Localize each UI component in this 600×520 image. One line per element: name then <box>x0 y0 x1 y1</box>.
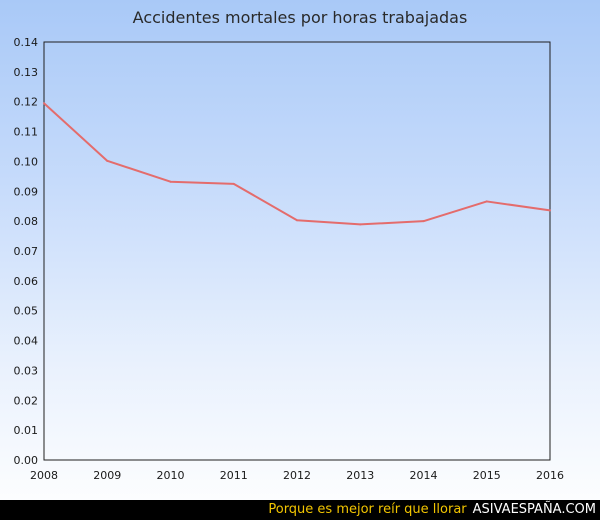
line-chart: 0.00 0.01 0.02 0.03 0.04 0.05 0.06 0.07 0.08 0.09… <box>14 36 565 482</box>
x-axis: 2008 2009 2010 2011 2012 2013 2014 2015 2016 <box>30 469 564 482</box>
x-tick-label: 2012 <box>283 469 311 482</box>
footer-banner: Porque es mejor reír que llorar ASIVAESPA… <box>0 500 600 520</box>
y-tick-label: 0.04 <box>14 335 39 348</box>
y-tick-label: 0.06 <box>14 275 39 288</box>
data-point <box>232 182 235 185</box>
data-point <box>169 180 172 183</box>
y-tick-label: 0.00 <box>14 454 39 467</box>
data-point <box>422 220 425 223</box>
plot-area <box>43 41 551 461</box>
chart-title: Accidentes mortales por horas trabajadas <box>132 8 468 27</box>
y-tick-label: 0.07 <box>14 245 39 258</box>
footer-tagline: Porque es mejor reír que llorar <box>268 502 467 517</box>
y-tick-label: 0.11 <box>14 126 39 139</box>
series-layer <box>43 102 551 226</box>
data-point <box>106 159 109 162</box>
data-point <box>43 102 45 105</box>
y-tick-label: 0.13 <box>14 66 39 79</box>
x-tick-label: 2008 <box>30 469 58 482</box>
y-tick-label: 0.12 <box>14 96 39 109</box>
y-tick-label: 0.14 <box>14 36 39 49</box>
y-tick-label: 0.09 <box>14 185 39 198</box>
x-tick-label: 2011 <box>220 469 248 482</box>
y-tick-label: 0.02 <box>14 394 39 407</box>
x-tick-label: 2014 <box>410 469 438 482</box>
footer-site-name: ASIVAESPAÑA.COM <box>472 502 596 517</box>
data-point <box>485 200 488 203</box>
data-point <box>296 219 298 222</box>
x-tick-label: 2009 <box>93 469 121 482</box>
data-point <box>549 209 551 212</box>
x-tick-label: 2016 <box>536 469 564 482</box>
y-axis: 0.00 0.01 0.02 0.03 0.04 0.05 0.06 0.07 0.08 0.09… <box>14 36 39 467</box>
x-tick-label: 2015 <box>473 469 501 482</box>
y-tick-label: 0.08 <box>14 215 39 228</box>
y-tick-label: 0.01 <box>14 424 39 437</box>
x-tick-label: 2010 <box>157 469 185 482</box>
y-tick-label: 0.03 <box>14 364 39 377</box>
data-point <box>359 223 362 226</box>
y-tick-label: 0.10 <box>14 155 39 168</box>
x-tick-label: 2013 <box>346 469 374 482</box>
y-tick-label: 0.05 <box>14 305 39 318</box>
